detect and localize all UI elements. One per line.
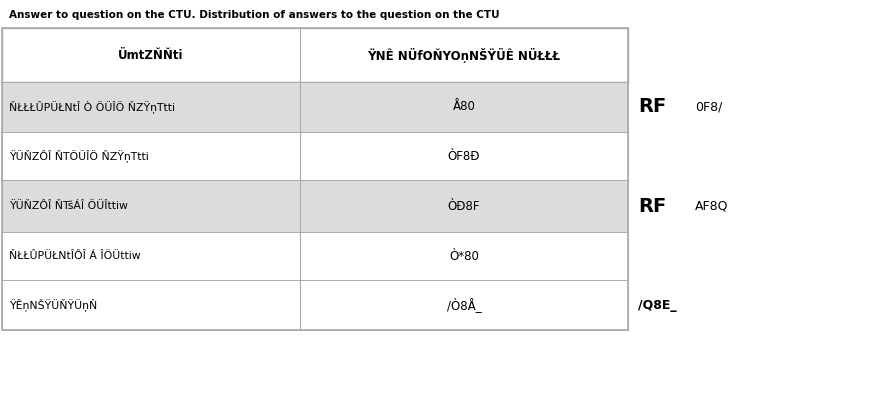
FancyBboxPatch shape [2,82,627,132]
Text: ŇŁŁŁÛPÜŁNtÎ Ò ÖÜÎÖ ŇZŸņTtti: ŇŁŁŁÛPÜŁNtÎ Ò ÖÜÎÖ ŇZŸņTtti [9,101,175,113]
FancyBboxPatch shape [2,28,627,82]
Text: Å80: Å80 [452,100,475,113]
Text: ŸÊņNŠŸÜŇŸÜņŇ: ŸÊņNŠŸÜŇŸÜņŇ [9,299,97,311]
Text: /Q8E_: /Q8E_ [638,299,676,312]
FancyBboxPatch shape [2,232,627,280]
Text: 0F8/: 0F8/ [695,100,722,113]
Text: ŸÜŇZÔÎ ŇTÖÜÎÖ ŇZŸņTtti: ŸÜŇZÔÎ ŇTÖÜÎÖ ŇZŸņTtti [9,150,148,162]
Text: ÒF8Ð: ÒF8Ð [447,149,480,162]
Text: ÒÐ8F: ÒÐ8F [447,199,480,213]
Text: RF: RF [638,196,666,216]
Text: ŇŁŁÛPÜŁNtÎÔÎ Á ÎÖÜttiw: ŇŁŁÛPÜŁNtÎÔÎ Á ÎÖÜttiw [9,251,140,261]
Text: Answer to question on the CTU. Distribution of answers to the question on the CT: Answer to question on the CTU. Distribut… [9,10,499,20]
Text: Ò*80: Ò*80 [448,250,478,263]
Text: ÜmtZŇŇti: ÜmtZŇŇti [118,49,183,62]
Text: ŸNÊ NÜfOŇYOņNŠŸÜÊ NÜŁŁŁ: ŸNÊ NÜfOŇYOņNŠŸÜÊ NÜŁŁŁ [367,47,560,62]
FancyBboxPatch shape [2,132,627,180]
FancyBboxPatch shape [2,180,627,232]
Text: RF: RF [638,98,666,117]
FancyBboxPatch shape [2,280,627,330]
Text: ŸÜŇZÔÎ ŇTšÁÎ ÖÜÎttiw: ŸÜŇZÔÎ ŇTšÁÎ ÖÜÎttiw [9,201,128,211]
Text: AF8Q: AF8Q [695,199,728,213]
Text: /Ò8Å_: /Ò8Å_ [446,297,481,312]
FancyBboxPatch shape [2,0,627,28]
